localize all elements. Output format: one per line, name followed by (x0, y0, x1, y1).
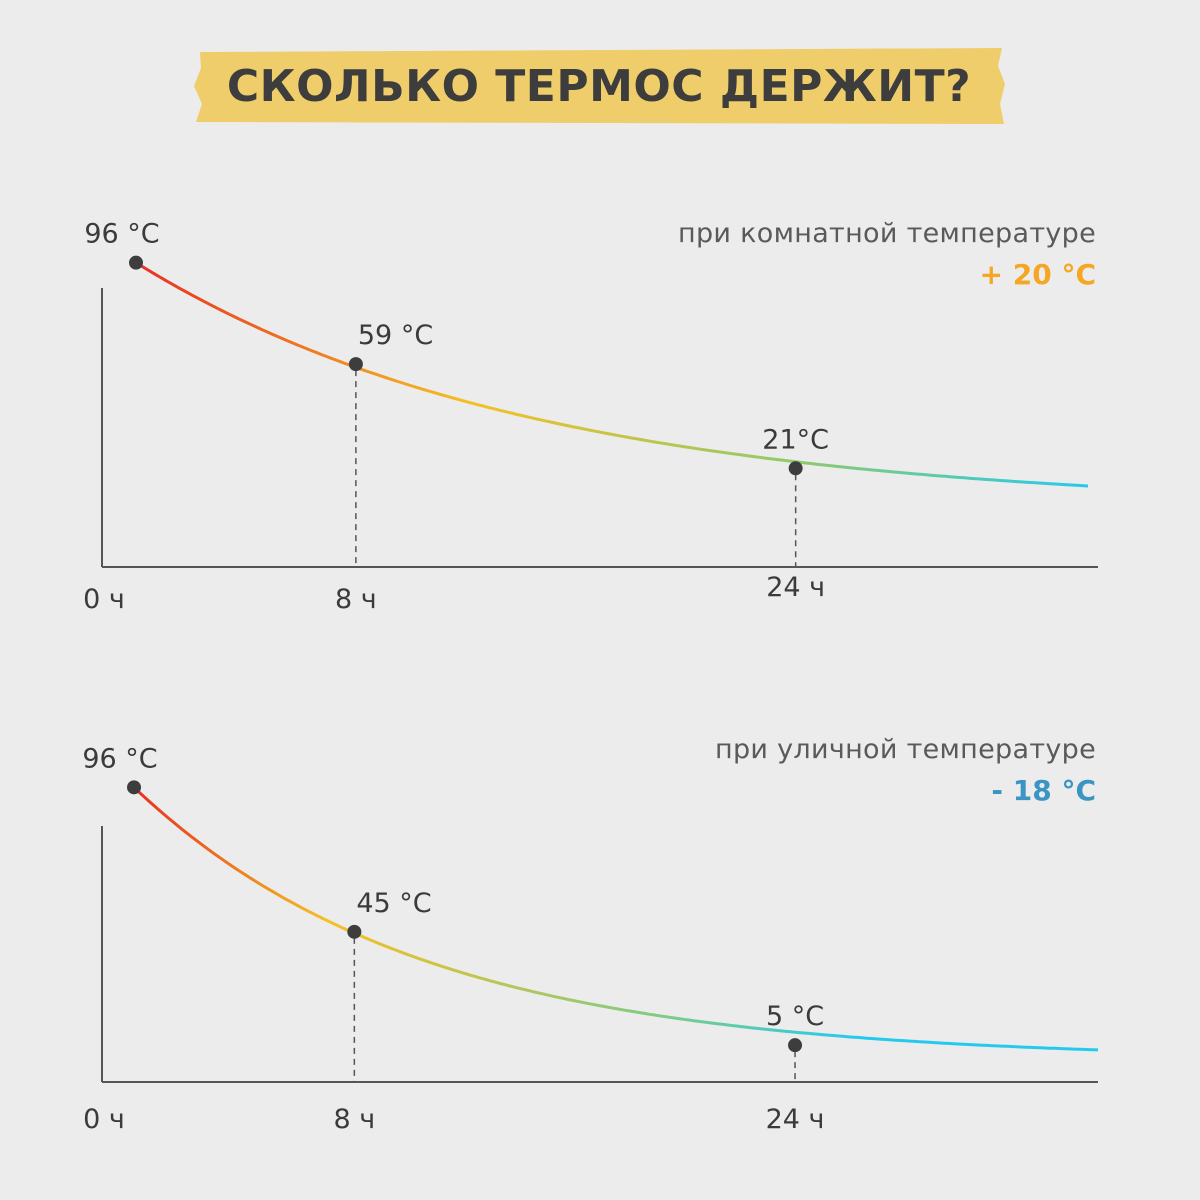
temperature-curve (132, 786, 1099, 1052)
x-tick-label: 0 ч (83, 584, 125, 615)
data-label: 59 °C (358, 320, 433, 351)
title-banner: СКОЛЬКО ТЕРМОС ДЕРЖИТ? (192, 46, 1006, 126)
x-tick-label: 24 ч (766, 1104, 825, 1135)
data-point (127, 780, 141, 795)
x-tick-label: 24 ч (766, 572, 825, 603)
data-label: 5 °C (766, 1001, 824, 1032)
chart-street-temperature: 96 °C 45 °C 5 °C 0 ч 8 ч 24 ч при уличной тем… (0, 720, 1200, 1140)
x-tick-label: 0 ч (83, 1104, 125, 1135)
chart-street-temperature-plot: 96 °C 45 °C 5 °C 0 ч 8 ч 24 ч (82, 743, 1099, 1135)
page-title: СКОЛЬКО ТЕРМОС ДЕРЖИТ? (226, 60, 972, 112)
data-point (788, 1038, 803, 1053)
data-point (347, 924, 362, 939)
data-point (348, 357, 363, 372)
temperature-curve (135, 261, 1089, 488)
data-label: 45 °C (356, 888, 431, 919)
data-point (129, 255, 143, 270)
x-tick-label: 8 ч (333, 1104, 375, 1135)
data-label: 96 °C (84, 219, 159, 250)
data-label: 21°C (762, 424, 829, 455)
x-tick-label: 8 ч (335, 584, 377, 615)
condition-value: + 20 °C (979, 258, 1096, 291)
chart-room-temperature-plot: 96 °C 59 °C 21°C 0 ч 8 ч 24 ч (83, 219, 1098, 615)
data-point (788, 461, 803, 476)
data-label: 96 °C (82, 743, 157, 774)
title-highlight-shape (194, 48, 1005, 124)
condition-label: при уличной температуре (715, 734, 1096, 765)
condition-label: при комнатной температуре (678, 218, 1096, 249)
condition-value: - 18 °C (991, 774, 1096, 807)
chart-room-temperature: 96 °C 59 °C 21°C 0 ч 8 ч 24 ч при комнатной т… (0, 200, 1200, 620)
